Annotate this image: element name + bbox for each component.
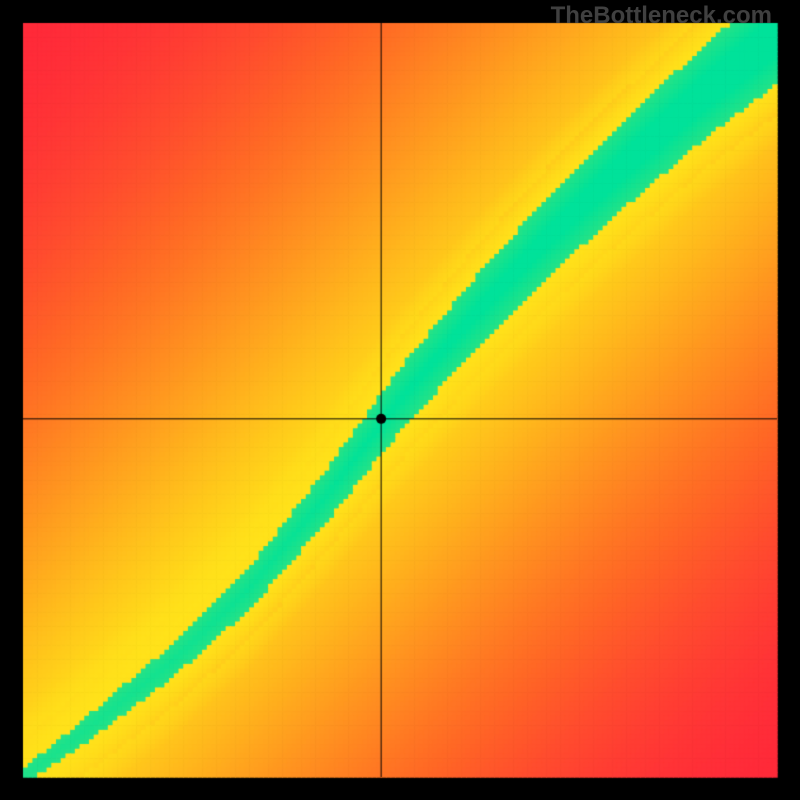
bottleneck-heatmap <box>0 0 800 800</box>
watermark-text: TheBottleneck.com <box>551 2 772 30</box>
